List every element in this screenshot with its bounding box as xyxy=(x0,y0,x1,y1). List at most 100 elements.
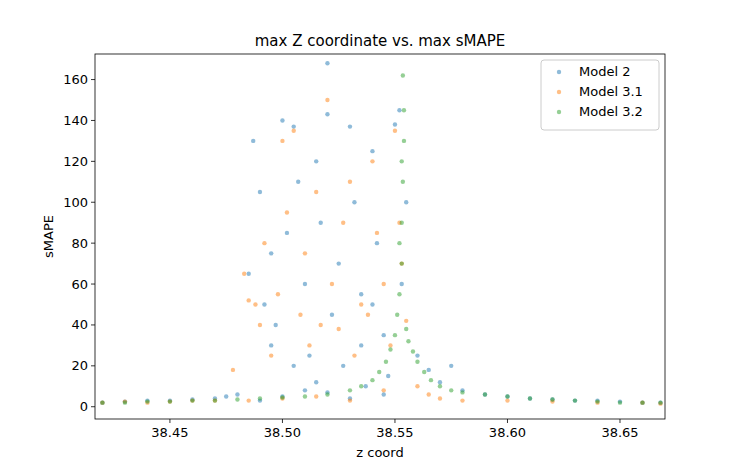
point xyxy=(280,395,284,399)
point xyxy=(100,400,104,404)
point xyxy=(269,251,273,255)
point xyxy=(314,190,318,194)
point xyxy=(422,370,426,374)
point xyxy=(397,292,401,296)
point xyxy=(364,384,368,388)
point xyxy=(303,282,307,286)
x-tick-label: 38.45 xyxy=(151,425,188,440)
point xyxy=(370,378,374,382)
point xyxy=(404,319,408,323)
point xyxy=(397,108,401,112)
point xyxy=(415,384,419,388)
point xyxy=(483,392,487,396)
y-tick-label: 120 xyxy=(63,154,88,169)
point xyxy=(505,394,509,398)
point xyxy=(348,124,352,128)
point xyxy=(573,398,577,402)
point xyxy=(100,400,104,404)
x-tick xyxy=(282,419,283,423)
point xyxy=(375,241,379,245)
legend-label: Model 3.1 xyxy=(579,84,643,99)
point xyxy=(415,360,419,364)
point xyxy=(401,180,405,184)
chart: 38.4538.5038.5538.6038.65020406080100120… xyxy=(0,0,740,471)
point xyxy=(550,397,554,401)
point xyxy=(400,159,404,163)
y-tick-label: 160 xyxy=(63,72,88,87)
point xyxy=(370,302,374,306)
point xyxy=(370,159,374,163)
point xyxy=(460,398,464,402)
point xyxy=(235,392,239,396)
y-tick xyxy=(91,202,95,203)
point xyxy=(224,394,228,398)
y-tick xyxy=(91,161,95,162)
point xyxy=(348,180,352,184)
point xyxy=(528,396,532,400)
point xyxy=(258,323,262,327)
point xyxy=(246,398,250,402)
point xyxy=(168,399,172,403)
point xyxy=(348,388,352,392)
point xyxy=(325,61,329,65)
point xyxy=(213,398,217,402)
x-tick xyxy=(619,419,620,423)
point xyxy=(406,339,410,343)
background xyxy=(0,0,740,471)
point xyxy=(404,327,408,331)
point xyxy=(262,302,266,306)
point xyxy=(460,390,464,394)
x-tick-label: 38.55 xyxy=(376,425,413,440)
point xyxy=(402,108,406,112)
point xyxy=(285,231,289,235)
point xyxy=(213,398,217,402)
point xyxy=(404,200,408,204)
point xyxy=(292,124,296,128)
y-tick xyxy=(91,365,95,366)
point xyxy=(269,343,273,347)
point xyxy=(438,384,442,388)
point xyxy=(393,333,397,337)
legend: Model 2Model 3.1Model 3.2 xyxy=(541,60,659,130)
y-axis-label: sMAPE xyxy=(41,215,56,258)
point xyxy=(449,388,453,392)
point xyxy=(429,378,433,382)
x-tick-label: 38.50 xyxy=(264,425,301,440)
point xyxy=(190,398,194,402)
point xyxy=(427,392,431,396)
point xyxy=(276,292,280,296)
point xyxy=(319,323,323,327)
point xyxy=(341,220,345,224)
point xyxy=(253,302,257,306)
point xyxy=(595,399,599,403)
point xyxy=(246,272,250,276)
point xyxy=(123,400,127,404)
point xyxy=(411,349,415,353)
point xyxy=(384,360,388,364)
point xyxy=(258,190,262,194)
point xyxy=(550,397,554,401)
point xyxy=(377,370,381,374)
point xyxy=(415,353,419,357)
point xyxy=(400,220,404,224)
point xyxy=(640,400,644,404)
point xyxy=(303,251,307,255)
points xyxy=(100,61,662,406)
point xyxy=(296,180,300,184)
y-tick-label: 80 xyxy=(71,236,88,251)
x-tick xyxy=(169,419,170,423)
point xyxy=(388,343,392,347)
point xyxy=(400,282,404,286)
y-tick-label: 20 xyxy=(71,358,88,373)
point xyxy=(280,118,284,122)
point xyxy=(145,399,149,403)
point xyxy=(382,282,386,286)
point xyxy=(307,353,311,357)
point xyxy=(370,149,374,153)
point xyxy=(258,396,262,400)
point xyxy=(359,343,363,347)
point xyxy=(292,364,296,368)
point xyxy=(325,98,329,102)
point xyxy=(292,128,296,132)
point xyxy=(397,241,401,245)
